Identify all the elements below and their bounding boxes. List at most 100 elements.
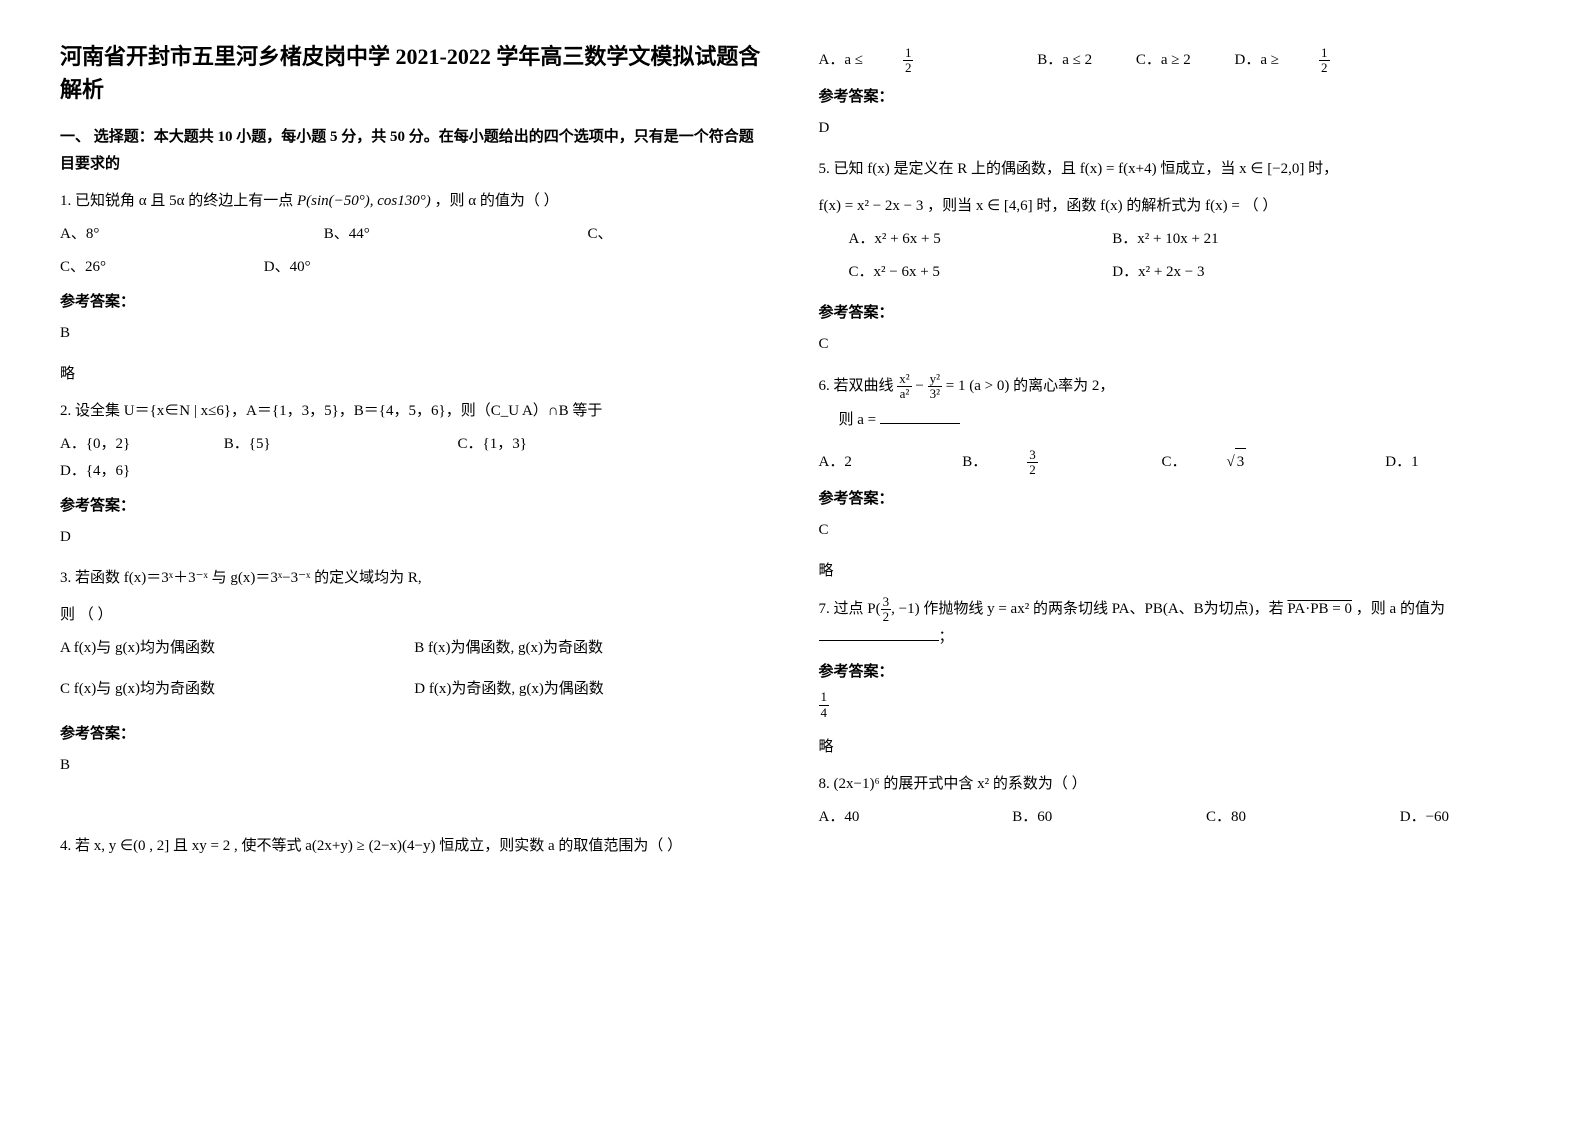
q1-note: 略: [60, 361, 769, 388]
q2-opt-b: B．{5}: [224, 431, 424, 458]
q6-ans-label: 参考答案：: [819, 486, 1528, 513]
question-8: 8. (2x−1)⁶ 的展开式中含 x² 的系数为（ ）: [819, 771, 1528, 798]
q6-opt-c-text: C．: [1162, 449, 1187, 476]
question-4: 4. 若 x, y ∈(0 , 2] 且 xy = 2 , 使不等式 a(2x+…: [60, 833, 769, 860]
q7-note: 略: [819, 734, 1528, 761]
q6-eq-rhs: = 1 (a > 0): [946, 378, 1010, 394]
q6-opt-a: A．2: [819, 449, 919, 476]
q6-note: 略: [819, 558, 1528, 585]
q4-opt-c: C．a ≥ 2: [1136, 47, 1191, 74]
q8-opt-b: B．60: [1012, 804, 1162, 831]
q6-answer: C: [819, 517, 1528, 544]
left-column: 河南省开封市五里河乡楮皮岗中学 2021-2022 学年高三数学文模拟试题含解析…: [60, 40, 769, 866]
q2-opt-c: C．{1，3}: [458, 431, 658, 458]
q8-opt-d: D．−60: [1400, 804, 1449, 831]
q4-frac-half-a: 12: [903, 46, 954, 76]
q5-opt-a: A．x² + 6x + 5: [849, 226, 1109, 253]
q6-stem-c-row: 则 a =: [839, 407, 1528, 434]
section-1-heading: 一、 选择题：本大题共 10 小题，每小题 5 分，共 50 分。在每小题给出的…: [60, 124, 769, 178]
q7-ans-label: 参考答案：: [819, 659, 1528, 686]
q1-stem-a: 1. 已知锐角 α 且 5α 的终边上有一点: [60, 193, 297, 209]
exam-page: 河南省开封市五里河乡楮皮岗中学 2021-2022 学年高三数学文模拟试题含解析…: [60, 40, 1527, 866]
q8-opt-a: A．40: [819, 804, 969, 831]
q1-opt-c: C、26°: [60, 254, 220, 281]
q6-opt-d: D．1: [1385, 449, 1418, 476]
q1-opt-c-prefix: C、: [588, 221, 613, 248]
q7-stem-a: 7. 过点: [819, 601, 868, 617]
q3-row2: C f(x)与 g(x)均为奇函数 D f(x)为奇函数, g(x)为偶函数: [60, 676, 769, 703]
q2-ans-label: 参考答案：: [60, 493, 769, 520]
q6-stem-c: 则 a =: [839, 412, 880, 428]
q7-point-b: , −1): [891, 601, 919, 617]
q8-options: A．40 B．60 C．80 D．−60: [819, 804, 1528, 831]
q6-minus: −: [915, 378, 927, 394]
question-1: 1. 已知锐角 α 且 5α 的终边上有一点 P(sin(−50°), cos1…: [60, 188, 769, 215]
q7-stem-c: ，则 a 的值为: [1356, 601, 1445, 617]
question-5-line2: f(x) = x² − 2x − 3 ，则当 x ∈ [4,6] 时，函数 f(…: [819, 193, 1528, 220]
q2-options: A．{0，2} B．{5} C．{1，3} D．{4，6}: [60, 431, 769, 485]
q5-opt-d: D．x² + 2x − 3: [1112, 259, 1372, 286]
q6-opt-b-frac: 32: [1027, 448, 1078, 478]
question-5-line1: 5. 已知 f(x) 是定义在 R 上的偶函数，且 f(x) = f(x+4) …: [819, 156, 1528, 183]
q3-opt-d: D f(x)为奇函数, g(x)为偶函数: [414, 676, 768, 703]
q1-opt-b: B、44°: [324, 221, 544, 248]
q1-stem-c: ，则 α 的值为（ ）: [435, 193, 559, 209]
q4-opt-b: B．a ≤ 2: [1037, 47, 1092, 74]
q2-opt-a: A．{0，2}: [60, 431, 190, 458]
q6-opt-b: B． 32: [962, 448, 1118, 478]
q1-options: A、8° B、44° C、: [60, 221, 769, 248]
q1-opt-d: D、40°: [264, 254, 311, 281]
q7-blank: [819, 625, 939, 641]
q3-opt-a: A f(x)与 g(x)均为偶函数: [60, 635, 414, 662]
q7-point-a: P(: [867, 601, 880, 617]
q7-vec: PA·PB = 0: [1287, 601, 1352, 617]
q6-frac-1: x²a²: [897, 372, 911, 402]
q1-ans-label: 参考答案：: [60, 289, 769, 316]
q4-opt-d: D．a ≥ 12: [1235, 46, 1410, 76]
q6-opt-c: C．√3: [1162, 448, 1342, 476]
q6-opt-c-rad: 3: [1235, 448, 1247, 476]
q1-answer: B: [60, 320, 769, 347]
q6-stem-b: 的离心率为 2，: [1013, 378, 1114, 394]
q2-opt-d: D．{4，6}: [60, 458, 210, 485]
q5-opt-c: C．x² − 6x + 5: [849, 259, 1109, 286]
q6-blank: [880, 408, 960, 424]
q3-row1: A f(x)与 g(x)均为偶函数 B f(x)为偶函数, g(x)为奇函数: [60, 635, 769, 662]
q4-ans-label: 参考答案：: [819, 84, 1528, 111]
question-3-line2: 则 （ ）: [60, 602, 769, 629]
q3-ans-label: 参考答案：: [60, 721, 769, 748]
q6-opt-b-text: B．: [962, 449, 987, 476]
q7-stem-b: 作抛物线 y = ax² 的两条切线 PA、PB(A、B为切点)，若: [923, 601, 1287, 617]
q4-opt-a-text: A．a ≤: [819, 47, 863, 74]
q4-opt-d-text: D．a ≥: [1235, 47, 1279, 74]
q3-opt-b: B f(x)为偶函数, g(x)为奇函数: [414, 635, 768, 662]
q4-frac-half-d: 12: [1319, 46, 1370, 76]
q5-opt-b: B．x² + 10x + 21: [1112, 226, 1372, 253]
q5-options: A．x² + 6x + 5 B．x² + 10x + 21 C．x² − 6x …: [849, 226, 1528, 292]
q7-ans-frac: 14: [819, 690, 830, 720]
q1-opt-a: A、8°: [60, 221, 280, 248]
q1-options-row2: C、26° D、40°: [60, 254, 769, 281]
q3-opt-c: C f(x)与 g(x)均为奇函数: [60, 676, 414, 703]
q7-blank-suffix: ；: [939, 629, 954, 645]
q3-answer: B: [60, 752, 769, 779]
q4-opt-a: A．a ≤ 12: [819, 46, 994, 76]
q5-ans-label: 参考答案：: [819, 300, 1528, 327]
q6-options: A．2 B． 32 C．√3 D．1: [819, 448, 1528, 478]
right-column: A．a ≤ 12 B．a ≤ 2 C．a ≥ 2 D．a ≥ 12 参考答案： …: [819, 40, 1528, 866]
q4-options: A．a ≤ 12 B．a ≤ 2 C．a ≥ 2 D．a ≥ 12: [819, 46, 1528, 76]
question-2: 2. 设全集 U＝{x∈N | x≤6}，A＝{1，3，5}，B＝{4，5，6}…: [60, 398, 769, 425]
q2-answer: D: [60, 524, 769, 551]
question-6: 6. 若双曲线 x²a² − y²3² = 1 (a > 0) 的离心率为 2，: [819, 372, 1528, 402]
exam-title: 河南省开封市五里河乡楮皮岗中学 2021-2022 学年高三数学文模拟试题含解析: [60, 40, 769, 106]
q4-answer: D: [819, 115, 1528, 142]
q5-answer: C: [819, 331, 1528, 358]
q8-opt-c: C．80: [1206, 804, 1356, 831]
question-7: 7. 过点 P(32, −1) 作抛物线 y = ax² 的两条切线 PA、PB…: [819, 595, 1528, 652]
q7-pt-frac: 32: [881, 595, 892, 625]
question-3-line1: 3. 若函数 f(x)＝3ˣ＋3⁻ˣ 与 g(x)＝3ˣ−3⁻ˣ 的定义域均为 …: [60, 565, 769, 592]
q6-frac-2: y²3²: [928, 372, 942, 402]
q7-answer: 14: [819, 690, 1528, 720]
q1-point-expr: P(sin(−50°), cos130°): [297, 193, 431, 209]
q6-stem-a: 6. 若双曲线: [819, 378, 898, 394]
